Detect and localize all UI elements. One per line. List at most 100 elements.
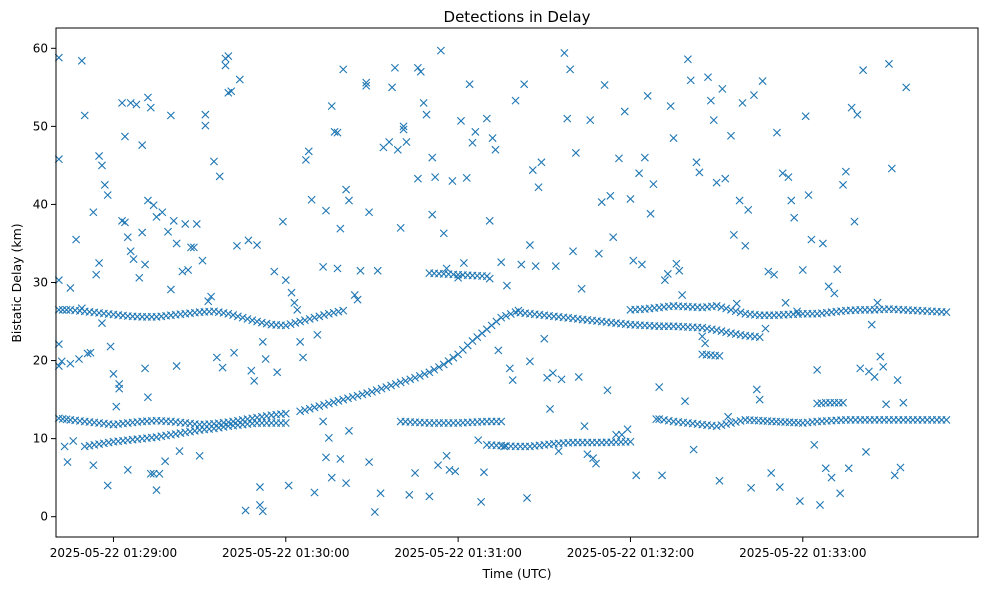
y-tick-label: 0	[40, 510, 48, 524]
detection-point	[399, 125, 408, 134]
detection-point	[367, 387, 376, 396]
detection-point	[758, 77, 767, 86]
x-tick-label: 2025-05-22 01:29:00	[50, 546, 177, 560]
detection-point	[100, 180, 109, 189]
detection-point	[586, 116, 595, 125]
detection-point	[350, 291, 359, 299]
detection-point	[241, 506, 250, 515]
detection-point	[315, 312, 324, 321]
detection-point	[867, 320, 876, 329]
detection-point	[747, 483, 756, 492]
detection-point	[755, 333, 764, 342]
detection-point	[425, 492, 434, 501]
detection-point	[722, 420, 731, 429]
detection-point	[372, 386, 381, 395]
detection-point	[580, 422, 589, 431]
detection-point	[712, 301, 721, 310]
detection-point	[336, 454, 345, 463]
detection-point	[899, 398, 908, 407]
detection-point	[322, 453, 330, 462]
detection-point	[58, 305, 67, 314]
detection-point	[704, 73, 712, 82]
detection-point	[224, 309, 233, 318]
detection-point	[319, 262, 328, 271]
detection-point	[701, 339, 710, 348]
detection-point	[300, 406, 309, 414]
detection-point	[299, 353, 308, 362]
detection-point	[554, 447, 563, 456]
detection-point	[281, 321, 290, 330]
detection-point	[320, 400, 329, 409]
detection-point	[482, 114, 491, 123]
detection-point	[525, 357, 534, 366]
detection-point	[497, 313, 506, 322]
detection-point	[62, 305, 71, 314]
detection-point	[658, 471, 667, 480]
detection-point	[270, 267, 279, 276]
detection-point	[273, 368, 282, 377]
detection-point	[310, 313, 319, 322]
y-tick-label: 20	[33, 354, 48, 368]
detection-point	[706, 96, 715, 105]
detection-point	[333, 128, 342, 137]
detection-point	[457, 116, 465, 125]
detection-point	[334, 307, 343, 316]
detection-point	[459, 258, 468, 267]
detection-point	[320, 311, 329, 320]
detection-point	[342, 479, 351, 488]
detection-point	[468, 337, 477, 346]
detection-point	[296, 407, 305, 416]
detection-point	[643, 91, 652, 100]
detection-point	[296, 337, 305, 346]
detection-point	[74, 355, 83, 363]
detection-point	[155, 469, 164, 478]
detection-point	[319, 417, 328, 426]
detection-point	[632, 471, 641, 480]
detection-point	[339, 65, 348, 74]
detection-point	[250, 376, 259, 385]
detection-point	[204, 297, 213, 306]
detection-point	[876, 352, 885, 361]
detection-point	[123, 233, 132, 242]
detection-point	[362, 78, 371, 87]
detection-point	[164, 227, 173, 236]
detection-point	[824, 282, 833, 291]
detection-point	[884, 59, 893, 68]
data-points	[54, 46, 951, 517]
detection-point	[89, 461, 98, 470]
detection-point	[66, 283, 75, 292]
detection-point	[717, 421, 726, 430]
detection-point	[363, 389, 372, 398]
detection-point	[149, 469, 158, 478]
detection-point	[385, 137, 394, 146]
detection-point	[344, 196, 353, 205]
detection-point	[201, 110, 210, 119]
detection-point	[626, 437, 635, 446]
detection-point	[187, 243, 195, 252]
detection-point	[152, 486, 161, 495]
detection-point	[738, 98, 747, 107]
detection-point	[652, 415, 661, 424]
detection-point	[942, 308, 951, 317]
detection-point	[434, 363, 443, 372]
detection-point	[411, 373, 420, 382]
y-tick-label: 30	[33, 276, 48, 290]
detection-point	[146, 103, 155, 112]
detection-point	[444, 357, 453, 366]
detection-point	[787, 196, 796, 205]
detection-point	[258, 507, 267, 516]
detection-point	[635, 169, 644, 178]
detection-point	[873, 298, 882, 307]
detection-point	[388, 83, 397, 92]
detection-point	[442, 451, 451, 460]
y-tick-label: 50	[33, 119, 48, 133]
detection-point	[465, 80, 474, 89]
detection-point	[97, 319, 106, 328]
detection-point	[830, 289, 839, 298]
detection-point	[342, 185, 351, 194]
detection-point	[281, 419, 290, 428]
detection-point	[942, 415, 951, 424]
detection-point	[333, 264, 342, 273]
detection-point	[551, 262, 560, 271]
